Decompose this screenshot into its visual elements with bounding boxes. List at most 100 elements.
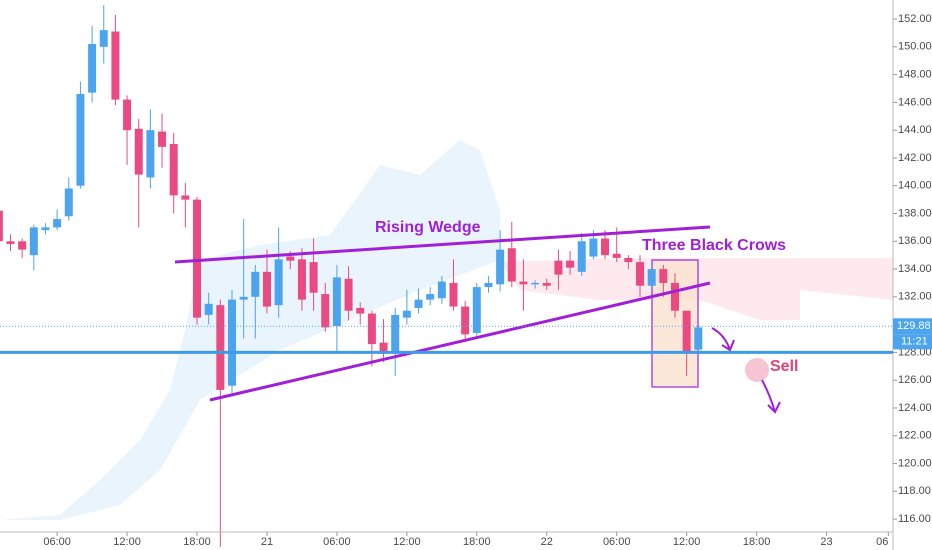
candle-body <box>123 99 132 131</box>
candle-body <box>367 313 376 345</box>
y-tick-label: 118.00 <box>898 485 931 497</box>
x-tick-label: 06:00 <box>603 536 631 548</box>
x-tick-label: 12:00 <box>113 536 141 548</box>
ichimoku-cloud <box>0 140 893 520</box>
candle-body <box>76 94 85 186</box>
plot <box>0 5 703 547</box>
candle-body <box>402 310 411 318</box>
y-tick-label: 146.00 <box>898 96 932 108</box>
candle-body <box>636 262 645 286</box>
candle-body <box>158 131 167 147</box>
price-axis <box>893 0 932 550</box>
y-tick-label: 148.00 <box>898 68 932 80</box>
candle-body <box>531 282 540 285</box>
candle-body <box>426 294 435 300</box>
x-tick-label: 23 <box>820 536 832 548</box>
candle-body <box>41 227 50 231</box>
candle-body <box>601 238 610 256</box>
candle-body <box>274 259 283 306</box>
candle-body <box>6 241 15 245</box>
price-badge <box>893 318 932 335</box>
y-tick-label: 126.00 <box>898 374 932 386</box>
countdown-label: 11:21 <box>901 336 928 348</box>
candle-body <box>169 144 178 196</box>
x-tick-label: 18:00 <box>743 536 771 548</box>
candle-body <box>239 296 248 300</box>
y-tick-label: 128.00 <box>898 346 932 358</box>
candle-body <box>193 199 202 318</box>
candle-body <box>18 241 27 250</box>
y-tick-label: 122.00 <box>898 430 932 442</box>
y-tick-label: 134.00 <box>898 263 932 275</box>
candle-body <box>670 282 679 311</box>
candle-body <box>88 44 97 93</box>
candle-body <box>262 271 271 307</box>
annotation: Rising Wedge <box>375 219 481 236</box>
wedge-lower <box>209 281 711 402</box>
candle-body <box>414 299 423 308</box>
candle-body <box>29 227 38 256</box>
candle-body <box>566 260 575 268</box>
candle-body <box>0 210 3 242</box>
candle-body <box>554 260 563 275</box>
candle-body <box>542 282 551 286</box>
candle-body <box>227 299 236 386</box>
arrow <box>711 327 735 352</box>
candle-body <box>507 248 516 282</box>
y-tick-label: 138.00 <box>898 207 932 219</box>
candle-body <box>251 271 260 297</box>
candle-body <box>53 219 62 228</box>
candle-body <box>694 327 703 350</box>
candle-body <box>321 294 330 328</box>
candle-body <box>472 287 481 333</box>
y-tick-label: 142.00 <box>898 152 932 164</box>
candle-body <box>449 282 458 307</box>
x-tick-label: 06:00 <box>323 536 351 548</box>
candle-body <box>332 277 341 327</box>
candle-body <box>659 269 668 283</box>
candle-body <box>64 188 73 217</box>
candle-body <box>379 342 388 353</box>
candle-body <box>461 306 470 335</box>
cloud-bullish <box>0 140 500 520</box>
candle-body <box>344 278 353 311</box>
candle-body <box>682 310 691 353</box>
y-tick-label: 132.00 <box>898 291 932 303</box>
x-tick-label: 21 <box>261 536 273 548</box>
y-tick-label: 150.00 <box>898 41 932 53</box>
candle-body <box>297 259 306 300</box>
candle-body <box>577 241 586 272</box>
annotation: Three Black Crows <box>642 237 786 254</box>
candle-body <box>496 249 505 285</box>
annotation: Sell <box>770 358 798 375</box>
x-tick-label: 12:00 <box>673 536 701 548</box>
sell-dot <box>745 358 769 382</box>
candle-body <box>286 256 295 261</box>
candle-body <box>204 303 213 315</box>
y-tick-label: 152.00 <box>898 13 932 25</box>
candle-body <box>391 314 400 352</box>
candle-body <box>624 257 633 263</box>
arrow <box>761 379 781 414</box>
candle-body <box>437 281 446 299</box>
y-tick-label: 136.00 <box>898 235 932 247</box>
candle-body <box>356 307 365 314</box>
candle-body <box>612 253 621 258</box>
candle-body <box>181 195 190 200</box>
y-tick-label: 144.00 <box>898 124 932 136</box>
candle-body <box>309 262 318 293</box>
candle-body <box>134 128 143 175</box>
candle-body <box>99 30 108 47</box>
candle-body <box>589 238 598 257</box>
candle-body <box>519 281 528 285</box>
y-tick-label: 120.00 <box>898 457 932 469</box>
last-price-label: 129.88 <box>897 320 931 332</box>
candle-body <box>647 269 656 286</box>
x-tick-label: 22 <box>541 536 553 548</box>
candle-body <box>111 31 120 100</box>
candle-body <box>216 305 225 390</box>
candle-body <box>484 282 493 288</box>
x-tick-label: 06 <box>876 536 888 548</box>
x-tick-label: 18:00 <box>463 536 491 548</box>
